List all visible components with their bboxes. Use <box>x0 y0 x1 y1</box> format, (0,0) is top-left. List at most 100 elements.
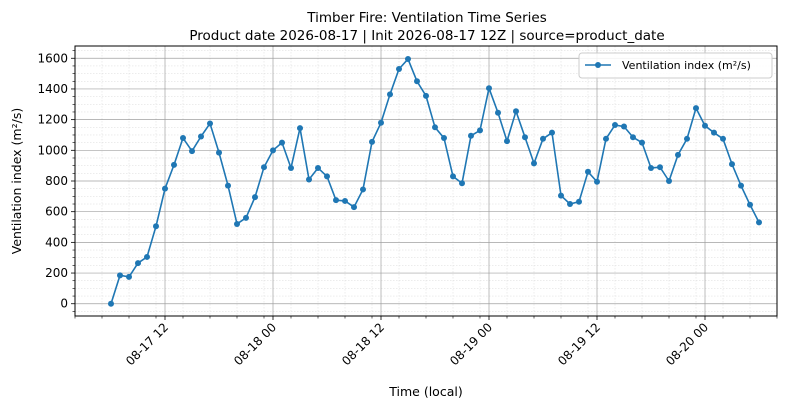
data-point <box>675 151 681 158</box>
legend: Ventilation index (m²/s) <box>578 52 773 79</box>
data-point <box>630 134 636 141</box>
x-tick-label: 08-19 00 <box>447 320 495 368</box>
data-point <box>360 186 366 193</box>
data-point <box>297 125 303 132</box>
data-point <box>639 139 645 146</box>
series-line <box>110 58 760 304</box>
y-axis: 0 200 400 600 800 1000 1200 1400 1600 <box>37 50 75 312</box>
y-tick-label: 800 <box>45 174 68 188</box>
data-point <box>495 109 501 116</box>
data-point <box>144 253 150 260</box>
data-point <box>135 260 141 267</box>
data-point <box>180 135 186 142</box>
x-tick-label: 08-17 12 <box>123 320 171 368</box>
data-point <box>234 220 240 227</box>
data-point <box>594 178 600 185</box>
data-point <box>378 119 384 126</box>
data-point <box>207 120 213 127</box>
data-point <box>216 149 222 156</box>
data-point <box>405 56 411 63</box>
data-point <box>558 192 564 199</box>
data-point <box>441 135 447 142</box>
y-tick-label: 400 <box>45 235 68 249</box>
data-point <box>270 147 276 154</box>
x-axis: 08-17 12 08-18 00 08-18 12 08-19 00 08-19 12… <box>74 316 778 368</box>
data-point <box>396 66 402 73</box>
data-point <box>756 219 762 226</box>
data-point <box>333 197 339 204</box>
legend-box <box>578 52 773 79</box>
x-tick-label: 08-18 12 <box>339 320 387 368</box>
y-tick-label: 0 <box>60 297 68 311</box>
y-tick-label: 600 <box>45 205 68 219</box>
data-point <box>351 204 357 211</box>
data-point <box>189 148 195 155</box>
y-tick-label: 200 <box>45 266 68 280</box>
x-tick-label: 08-19 12 <box>555 320 603 368</box>
y-tick-label: 1200 <box>37 113 68 127</box>
data-point <box>522 134 528 141</box>
data-point <box>603 135 609 142</box>
data-point <box>567 201 573 208</box>
data-point <box>288 164 294 171</box>
x-tick-label: 08-20 00 <box>663 320 711 368</box>
data-point <box>549 129 555 136</box>
data-point <box>324 173 330 180</box>
data-point <box>477 127 483 134</box>
data-point <box>459 180 465 187</box>
y-axis-label: Ventilation index (m²/s) <box>9 108 24 254</box>
x-tick-label: 08-18 00 <box>231 320 279 368</box>
major-grid <box>75 46 777 316</box>
data-point <box>171 161 177 168</box>
y-tick-label: 1400 <box>37 82 68 96</box>
data-point <box>432 124 438 131</box>
data-point <box>423 92 429 99</box>
data-point <box>693 105 699 112</box>
data-point <box>126 273 132 280</box>
data-point <box>504 138 510 145</box>
data-point <box>315 164 321 171</box>
y-tick-label: 1000 <box>37 143 68 157</box>
data-point <box>540 135 546 142</box>
data-point <box>585 168 591 175</box>
data-point <box>468 132 474 139</box>
data-point <box>252 194 258 201</box>
data-point <box>153 223 159 230</box>
legend-marker-sample <box>595 62 601 68</box>
data-point <box>243 214 249 221</box>
data-point <box>711 129 717 136</box>
chart-subtitle: Product date 2026-08-17 | Init 2026-08-1… <box>189 28 664 44</box>
data-point <box>684 135 690 142</box>
data-point <box>369 138 375 145</box>
series-layer <box>108 56 762 307</box>
data-point <box>486 85 492 92</box>
y-tick-label: 1600 <box>37 51 68 65</box>
data-point <box>108 300 114 307</box>
data-point <box>720 135 726 142</box>
data-point <box>513 108 519 115</box>
data-point <box>747 201 753 208</box>
data-point <box>576 198 582 205</box>
legend-label: Ventilation index (m²/s) <box>622 59 751 72</box>
data-point <box>666 178 672 184</box>
data-point <box>306 176 312 183</box>
data-point <box>621 123 627 130</box>
data-point <box>612 122 618 129</box>
data-point <box>657 164 663 171</box>
data-point <box>225 182 231 189</box>
data-point <box>531 160 537 167</box>
data-point <box>387 91 393 98</box>
data-point <box>117 272 123 279</box>
data-point <box>729 161 735 168</box>
data-point <box>414 78 420 85</box>
data-point <box>279 139 285 146</box>
data-point <box>342 197 348 204</box>
minor-grid <box>74 46 778 316</box>
data-point <box>162 185 168 192</box>
data-point <box>261 164 267 171</box>
data-point <box>198 133 204 140</box>
data-point <box>450 173 456 180</box>
data-point <box>702 122 708 129</box>
chart-title: Timber Fire: Ventilation Time Series <box>306 10 547 26</box>
